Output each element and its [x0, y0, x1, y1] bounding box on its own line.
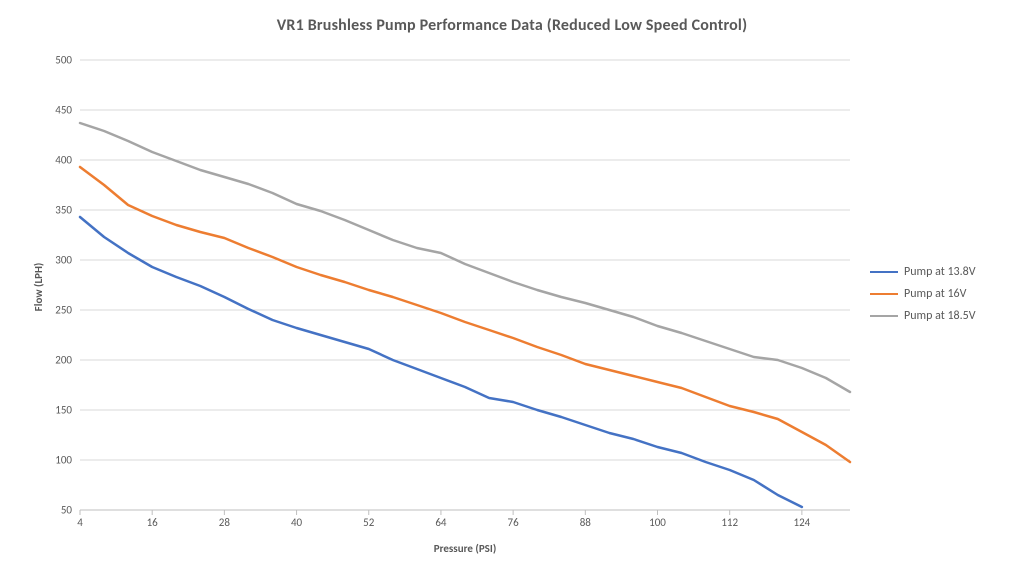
- x-tick-label: 16: [147, 516, 158, 529]
- x-tick-label: 76: [508, 516, 519, 529]
- x-tick-label: 28: [219, 516, 230, 529]
- y-tick-label: 150: [55, 404, 72, 417]
- series-line: [80, 123, 850, 392]
- y-axis-label: Flow (LPH): [32, 262, 45, 311]
- legend-item: Pump at 13.8V: [870, 262, 976, 282]
- legend-item: Pump at 18.5V: [870, 306, 976, 326]
- legend-label: Pump at 13.8V: [904, 262, 976, 282]
- x-tick-label: 88: [580, 516, 591, 529]
- x-tick-label: 40: [291, 516, 302, 529]
- legend-swatch: [870, 271, 898, 273]
- x-tick-label: 52: [363, 516, 374, 529]
- x-tick-label: 124: [794, 516, 811, 529]
- x-axis-label: Pressure (PSI): [80, 542, 850, 555]
- y-tick-label: 250: [55, 304, 72, 317]
- x-tick-label: 100: [649, 516, 666, 529]
- y-tick-label: 300: [55, 254, 72, 267]
- y-tick-label: 450: [55, 104, 72, 117]
- y-tick-label: 50: [61, 504, 72, 517]
- legend: Pump at 13.8VPump at 16VPump at 18.5V: [870, 260, 976, 328]
- y-tick-label: 200: [55, 354, 72, 367]
- chart-svg: [80, 60, 850, 510]
- y-tick-label: 350: [55, 204, 72, 217]
- legend-item: Pump at 16V: [870, 284, 976, 304]
- legend-swatch: [870, 315, 898, 317]
- chart-container: VR1 Brushless Pump Performance Data (Red…: [0, 0, 1024, 573]
- chart-title: VR1 Brushless Pump Performance Data (Red…: [0, 16, 1024, 35]
- y-tick-label: 100: [55, 454, 72, 467]
- legend-label: Pump at 16V: [904, 284, 966, 304]
- y-tick-label: 500: [55, 54, 72, 67]
- y-tick-label: 400: [55, 154, 72, 167]
- x-tick-label: 112: [721, 516, 738, 529]
- x-tick-label: 64: [435, 516, 446, 529]
- plot-area: 5010015020025030035040045050041628405264…: [80, 60, 850, 510]
- legend-swatch: [870, 293, 898, 295]
- x-tick-label: 4: [77, 516, 83, 529]
- series-line: [80, 167, 850, 462]
- legend-label: Pump at 18.5V: [904, 306, 976, 326]
